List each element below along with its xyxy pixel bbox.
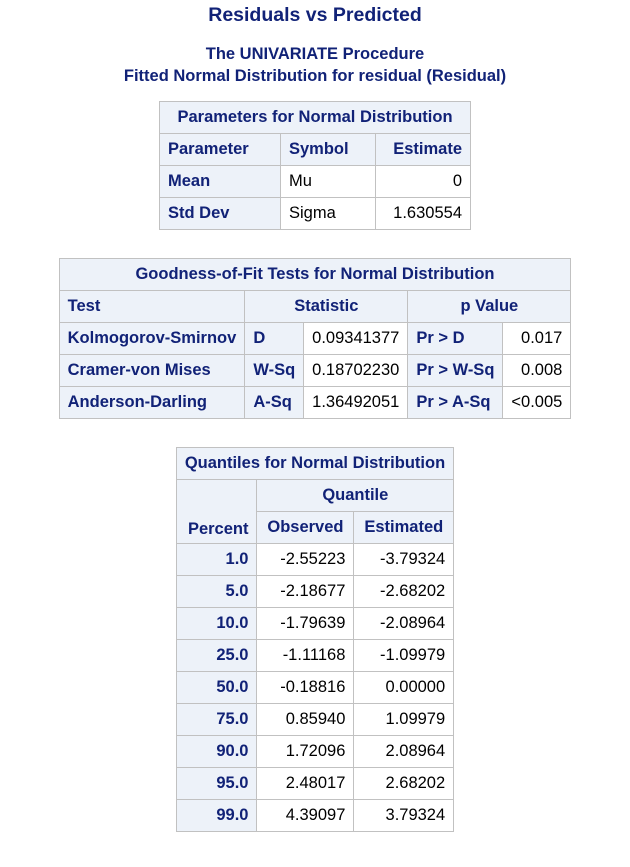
estimated-cell: 0.00000 bbox=[353, 671, 455, 704]
column-header-estimate: Estimate bbox=[375, 133, 471, 166]
estimated-cell: -2.68202 bbox=[353, 575, 455, 608]
estimated-cell: 2.68202 bbox=[353, 767, 455, 800]
observed-cell: 4.39097 bbox=[256, 799, 355, 832]
column-header-statistic: Statistic bbox=[244, 290, 409, 323]
observed-cell: -1.79639 bbox=[256, 607, 355, 640]
estimated-cell: -3.79324 bbox=[353, 543, 455, 576]
quantiles-table: Quantiles for Normal Distribution Percen… bbox=[175, 447, 455, 832]
table-row: 10.0 -1.79639 -2.08964 bbox=[175, 607, 455, 640]
parameters-table-caption: Parameters for Normal Distribution bbox=[159, 101, 471, 134]
estimated-cell: 1.09979 bbox=[353, 703, 455, 736]
estimated-cell: -2.08964 bbox=[353, 607, 455, 640]
symbol-cell: Mu bbox=[280, 165, 376, 198]
p-value: 0.008 bbox=[502, 354, 572, 387]
p-value-label: Pr > D bbox=[407, 322, 504, 355]
table-row: Cramer-von Mises W-Sq 0.18702230 Pr > W-… bbox=[58, 354, 572, 387]
page-title: Residuals vs Predicted bbox=[208, 4, 422, 26]
statistic-value: 0.09341377 bbox=[303, 322, 409, 355]
row-header-percent: 10.0 bbox=[175, 607, 258, 640]
column-header-test: Test bbox=[58, 290, 246, 323]
table-row: 90.0 1.72096 2.08964 bbox=[175, 735, 455, 768]
row-header-percent: 99.0 bbox=[175, 799, 258, 832]
column-header-parameter: Parameter bbox=[159, 133, 281, 166]
table-row: 99.0 4.39097 3.79324 bbox=[175, 799, 455, 832]
fitted-distribution-title: Fitted Normal Distribution for residual … bbox=[123, 67, 507, 85]
p-value-label: Pr > W-Sq bbox=[407, 354, 504, 387]
row-header-percent: 90.0 bbox=[175, 735, 258, 768]
statistic-symbol: D bbox=[244, 322, 305, 355]
row-header-percent: 75.0 bbox=[175, 703, 258, 736]
estimate-cell: 0 bbox=[375, 165, 471, 198]
row-header-parameter: Mean bbox=[159, 165, 281, 198]
observed-cell: 1.72096 bbox=[256, 735, 355, 768]
estimated-cell: 2.08964 bbox=[353, 735, 455, 768]
symbol-cell: Sigma bbox=[280, 197, 376, 230]
column-header-quantile: Quantile bbox=[256, 479, 455, 512]
statistic-value: 0.18702230 bbox=[303, 354, 409, 387]
statistic-symbol: W-Sq bbox=[244, 354, 305, 387]
estimated-cell: 3.79324 bbox=[353, 799, 455, 832]
p-value-label: Pr > A-Sq bbox=[407, 386, 504, 419]
goodness-of-fit-table: Goodness-of-Fit Tests for Normal Distrib… bbox=[58, 258, 572, 419]
column-header-percent: Percent bbox=[175, 479, 258, 544]
column-header-p-value: p Value bbox=[407, 290, 572, 323]
table-row: Std Dev Sigma 1.630554 bbox=[159, 197, 471, 230]
table-row: 50.0 -0.18816 0.00000 bbox=[175, 671, 455, 704]
column-header-symbol: Symbol bbox=[280, 133, 376, 166]
observed-cell: 2.48017 bbox=[256, 767, 355, 800]
row-header-test: Cramer-von Mises bbox=[58, 354, 246, 387]
p-value: 0.017 bbox=[502, 322, 572, 355]
row-header-percent: 50.0 bbox=[175, 671, 258, 704]
row-header-parameter: Std Dev bbox=[159, 197, 281, 230]
table-row: Anderson-Darling A-Sq 1.36492051 Pr > A-… bbox=[58, 386, 572, 419]
p-value: <0.005 bbox=[502, 386, 572, 419]
row-header-percent: 1.0 bbox=[175, 543, 258, 576]
row-header-percent: 5.0 bbox=[175, 575, 258, 608]
observed-cell: 0.85940 bbox=[256, 703, 355, 736]
observed-cell: -1.11168 bbox=[256, 639, 355, 672]
table-row: 95.0 2.48017 2.68202 bbox=[175, 767, 455, 800]
table-row: 1.0 -2.55223 -3.79324 bbox=[175, 543, 455, 576]
estimate-cell: 1.630554 bbox=[375, 197, 471, 230]
table-row: Mean Mu 0 bbox=[159, 165, 471, 198]
row-header-percent: 25.0 bbox=[175, 639, 258, 672]
observed-cell: -2.18677 bbox=[256, 575, 355, 608]
column-header-estimated: Estimated bbox=[353, 511, 455, 544]
column-header-observed: Observed bbox=[256, 511, 355, 544]
table-row: Kolmogorov-Smirnov D 0.09341377 Pr > D 0… bbox=[58, 322, 572, 355]
table-row: 75.0 0.85940 1.09979 bbox=[175, 703, 455, 736]
table-row: 25.0 -1.11168 -1.09979 bbox=[175, 639, 455, 672]
goodness-of-fit-table-caption: Goodness-of-Fit Tests for Normal Distrib… bbox=[58, 258, 572, 291]
observed-cell: -0.18816 bbox=[256, 671, 355, 704]
row-header-test: Anderson-Darling bbox=[58, 386, 246, 419]
statistic-value: 1.36492051 bbox=[303, 386, 409, 419]
parameters-table: Parameters for Normal Distribution Param… bbox=[159, 101, 471, 230]
row-header-test: Kolmogorov-Smirnov bbox=[58, 322, 246, 355]
procedure-title: The UNIVARIATE Procedure bbox=[205, 45, 425, 63]
quantiles-table-caption: Quantiles for Normal Distribution bbox=[175, 447, 455, 480]
estimated-cell: -1.09979 bbox=[353, 639, 455, 672]
table-row: 5.0 -2.18677 -2.68202 bbox=[175, 575, 455, 608]
row-header-percent: 95.0 bbox=[175, 767, 258, 800]
observed-cell: -2.55223 bbox=[256, 543, 355, 576]
statistic-symbol: A-Sq bbox=[244, 386, 305, 419]
